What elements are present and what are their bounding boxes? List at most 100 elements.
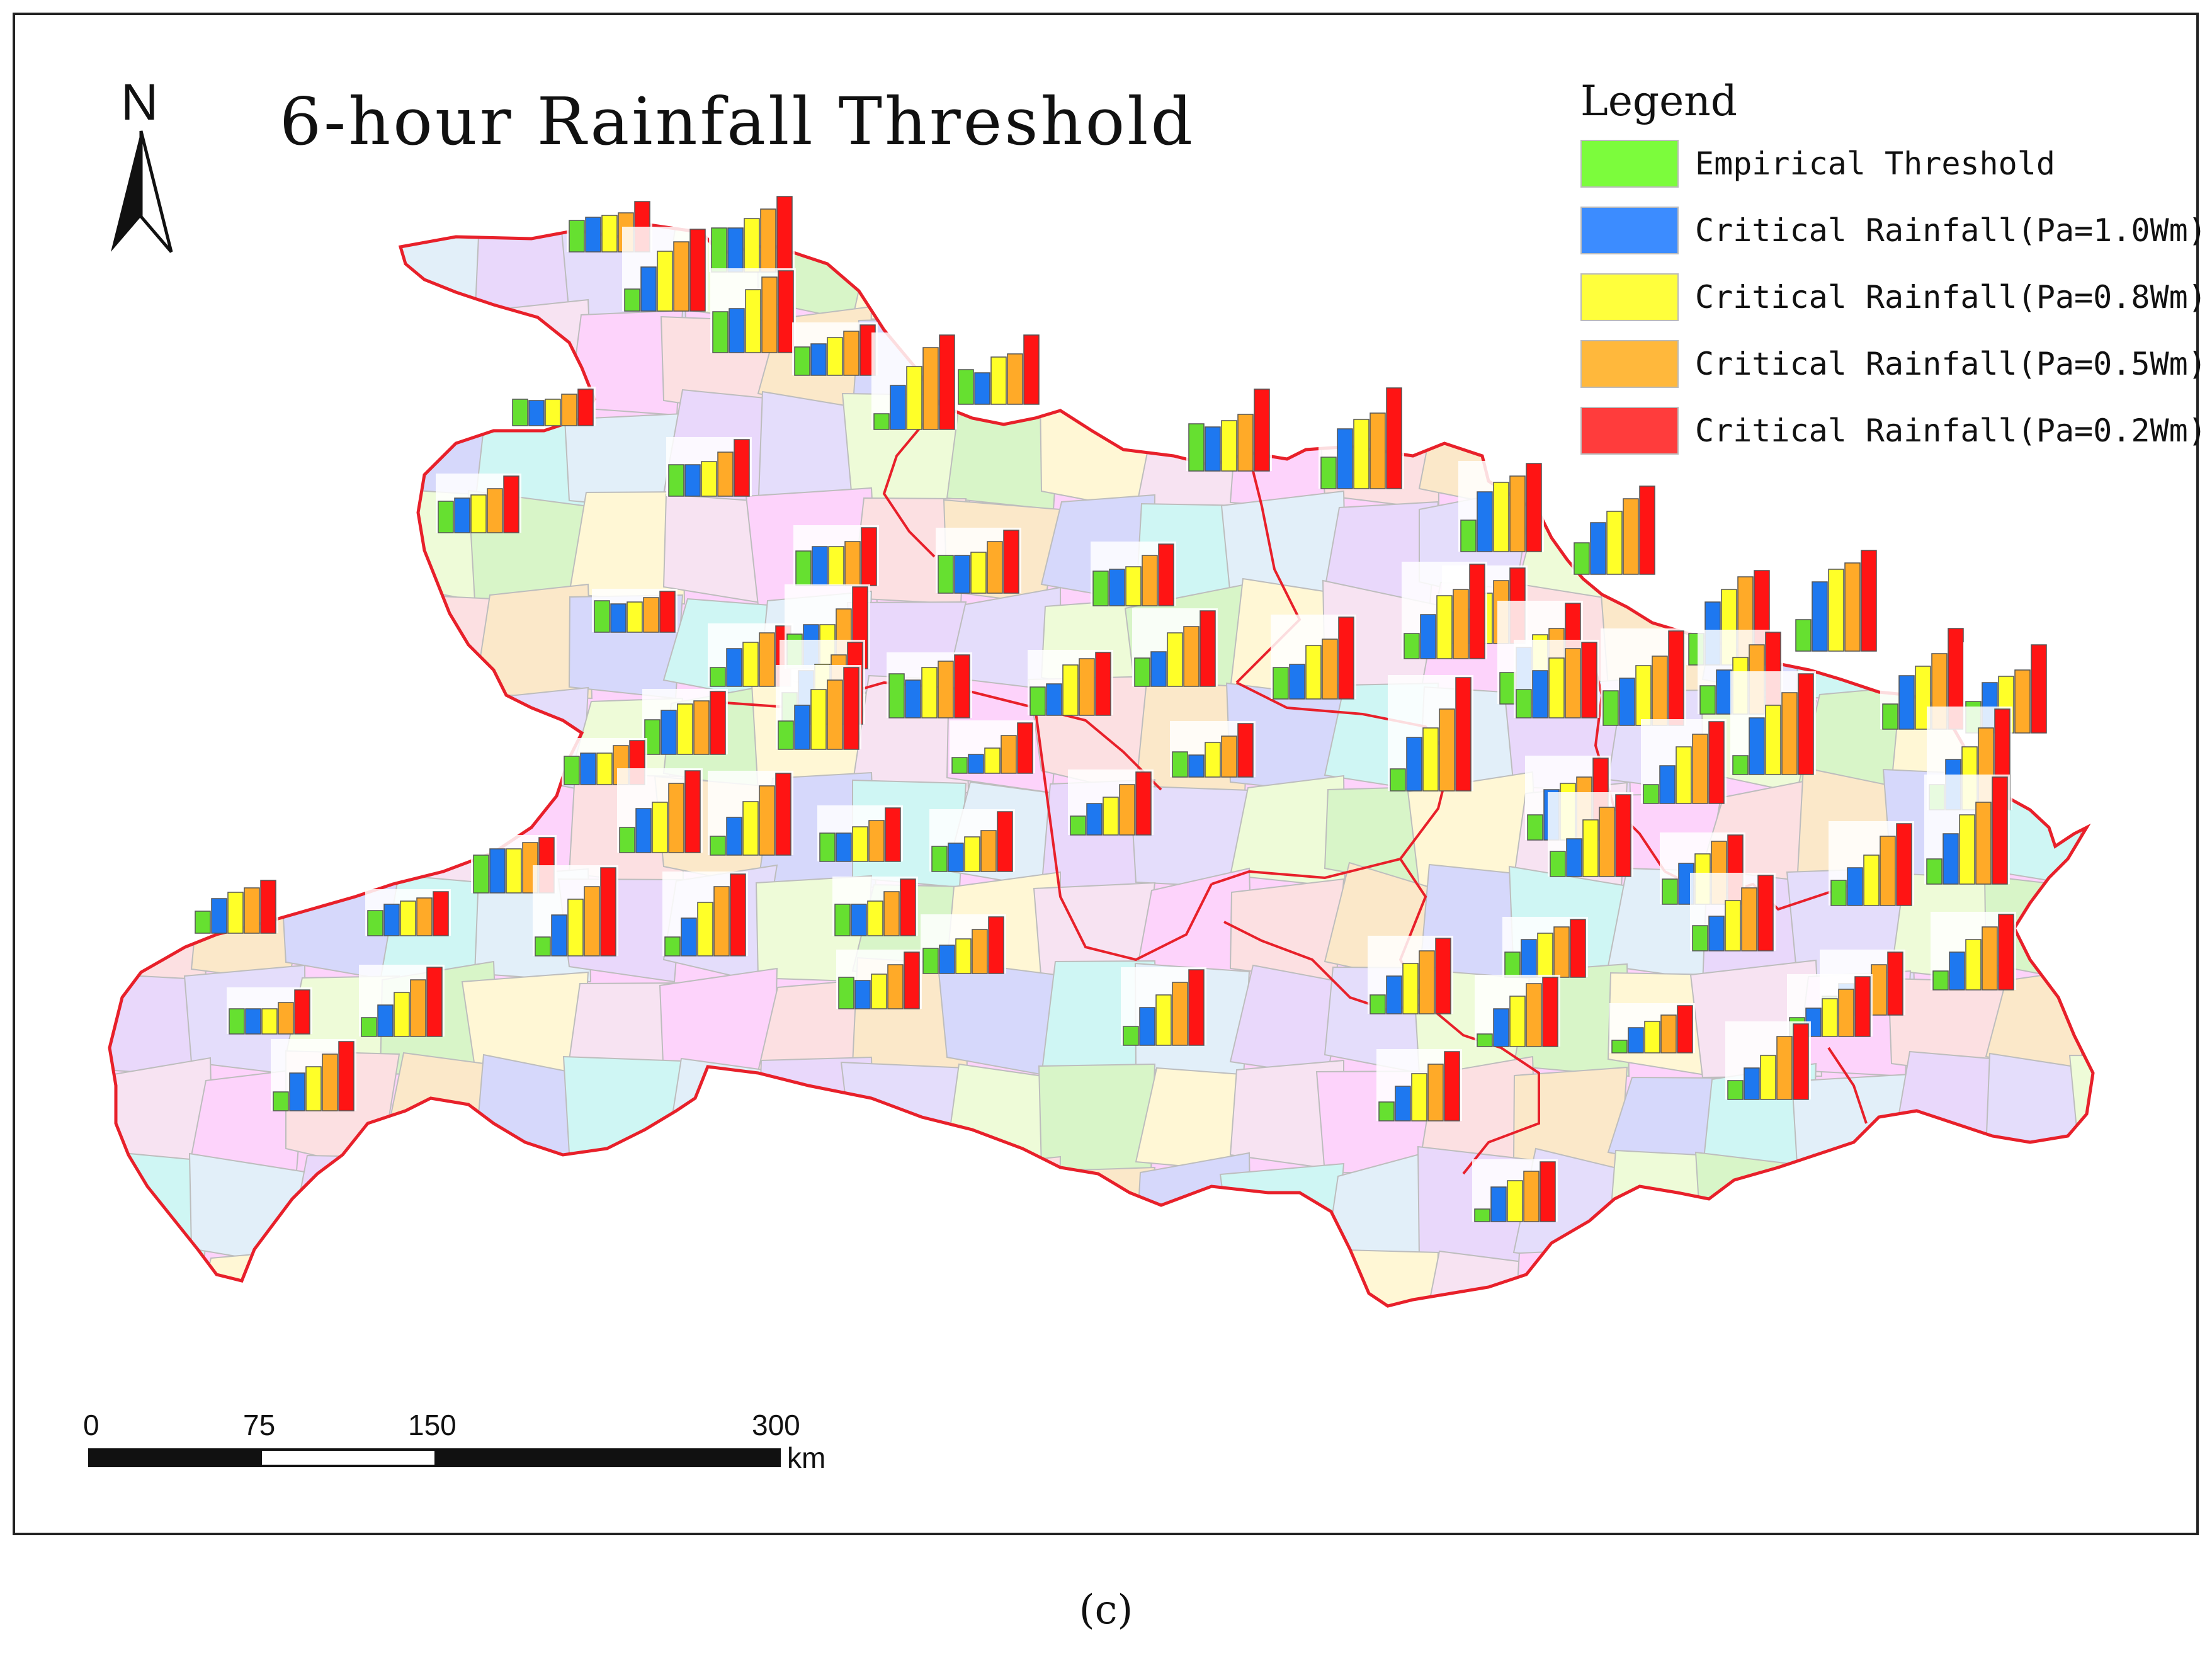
threshold-bar <box>1677 1005 1693 1053</box>
threshold-bar <box>1139 1007 1155 1046</box>
scale-tick-150: 150 <box>408 1409 457 1441</box>
threshold-bar <box>1822 998 1838 1037</box>
prefecture-boundary <box>1235 455 1302 684</box>
county-region <box>379 676 501 795</box>
threshold-bar <box>711 227 727 273</box>
threshold-bar <box>1732 755 1749 775</box>
threshold-bar <box>1390 768 1406 792</box>
threshold-bar <box>854 980 871 1009</box>
threshold-bar <box>742 801 759 856</box>
threshold-bar <box>1200 610 1216 687</box>
county-region <box>1512 1247 1629 1306</box>
threshold-bar <box>1188 423 1205 472</box>
county-region <box>110 409 212 511</box>
threshold-chart <box>1132 608 1218 687</box>
threshold-bar <box>861 527 877 586</box>
threshold-bar <box>610 603 627 633</box>
threshold-bar <box>836 832 852 862</box>
threshold-bar <box>984 747 1001 774</box>
threshold-bar <box>260 880 276 934</box>
threshold-chart <box>1186 387 1272 472</box>
threshold-bar <box>273 1091 289 1111</box>
county-region <box>285 768 400 889</box>
threshold-chart <box>792 322 878 376</box>
threshold-bar <box>1422 727 1439 792</box>
threshold-bar <box>1386 387 1402 489</box>
threshold-bar <box>1499 672 1516 705</box>
threshold-bar <box>1548 657 1565 718</box>
threshold-bar <box>1570 919 1586 978</box>
north-arrow-left <box>111 131 141 252</box>
threshold-chart <box>359 965 445 1037</box>
scale-tick-300: 300 <box>752 1409 800 1441</box>
threshold-bar <box>1882 703 1898 730</box>
threshold-bar <box>1046 683 1062 716</box>
county-region <box>2075 589 2093 700</box>
threshold-bar <box>1615 794 1631 877</box>
threshold-bar <box>668 464 684 497</box>
threshold-bar <box>1070 815 1086 836</box>
scale-unit: km <box>787 1441 826 1474</box>
county-region <box>851 1166 967 1266</box>
threshold-bar <box>1509 475 1526 552</box>
threshold-bar <box>1776 1036 1793 1100</box>
threshold-bar <box>1205 742 1221 778</box>
threshold-bar <box>659 591 676 633</box>
threshold-bar <box>988 916 1004 974</box>
threshold-bar <box>938 555 954 594</box>
threshold-bar <box>1660 1014 1677 1053</box>
threshold-bar <box>195 911 211 934</box>
legend-label: Critical Rainfall(Pa=0.5Wm) <box>1695 346 2207 382</box>
threshold-bar <box>1453 589 1469 659</box>
threshold-chart <box>710 268 796 353</box>
threshold-bar <box>394 992 410 1037</box>
threshold-chart <box>227 987 312 1035</box>
threshold-bar <box>1744 1067 1760 1100</box>
threshold-bar <box>729 308 745 353</box>
threshold-bar <box>1793 1023 1809 1100</box>
threshold-bar <box>997 811 1013 872</box>
threshold-bar <box>1527 814 1543 841</box>
threshold-bar <box>245 1008 261 1035</box>
threshold-bar <box>1662 878 1678 905</box>
scale-bar-segment <box>89 1450 262 1466</box>
threshold-bar <box>1477 491 1493 552</box>
threshold-bar <box>600 867 616 957</box>
threshold-bar <box>1086 803 1103 836</box>
threshold-bar <box>338 1041 354 1111</box>
county-region <box>1890 486 2009 605</box>
threshold-bar <box>1830 880 1847 906</box>
threshold-chart <box>193 878 278 934</box>
county-region <box>1890 1155 2006 1266</box>
map-canvas <box>88 130 2095 1467</box>
threshold-bar <box>1574 542 1590 575</box>
county-region <box>190 395 309 511</box>
threshold-bar <box>834 904 851 936</box>
threshold-bar <box>987 541 1003 594</box>
threshold-bar <box>627 601 643 633</box>
threshold-bar <box>844 541 861 586</box>
threshold-chart <box>708 771 793 856</box>
threshold-bar <box>900 878 916 936</box>
county-region <box>1972 1147 2093 1266</box>
threshold-bar <box>1460 520 1477 552</box>
threshold-chart <box>662 872 748 957</box>
threshold-bar <box>954 654 970 718</box>
threshold-bar <box>717 451 734 497</box>
threshold-bar <box>1516 689 1532 718</box>
threshold-bar <box>726 648 742 687</box>
threshold-bar <box>535 936 551 957</box>
threshold-bar <box>1781 692 1798 775</box>
threshold-bar <box>873 413 890 430</box>
threshold-bar <box>980 830 997 872</box>
threshold-chart <box>1609 1003 1695 1053</box>
threshold-bar <box>454 497 470 533</box>
legend-swatch <box>1580 207 1679 254</box>
threshold-bar <box>964 836 980 872</box>
county-region <box>1229 224 1349 322</box>
threshold-bar <box>851 904 867 936</box>
county-region <box>285 485 400 605</box>
threshold-bar <box>1725 900 1741 951</box>
threshold-bar <box>1599 807 1615 877</box>
threshold-chart <box>1472 1159 1558 1222</box>
